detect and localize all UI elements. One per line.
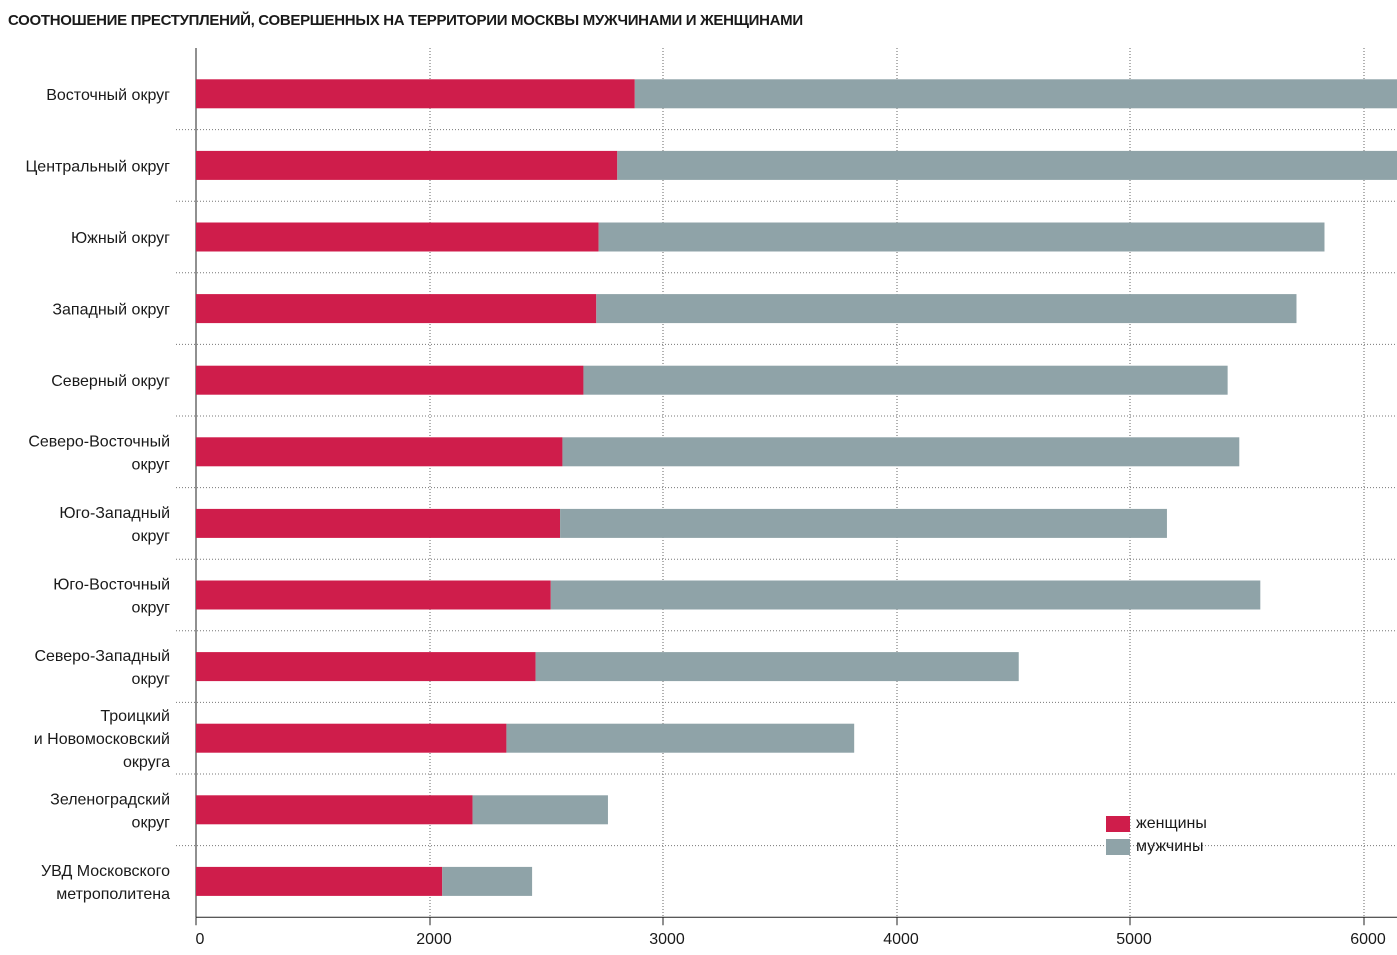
chart-title: СООТНОШЕНИЕ ПРЕСТУПЛЕНИЙ, СОВЕРШЕННЫХ НА… [8,12,803,29]
category-label: УВД Московского метрополитена [41,863,170,903]
bar-women [196,150,618,180]
label-layer: 0 2000 3000 4000 5000 6000 Восточный округ Цент… [25,87,1385,948]
bar-women [196,365,584,395]
bar-women [196,580,551,610]
bar-women [196,652,536,682]
bar-women [196,723,507,753]
x-tick-label: 4000 [883,931,919,948]
x-tick-label: 6000 [1350,931,1386,948]
category-label: Северный округ [51,373,170,390]
category-label: Юго-Западный округ [59,505,170,545]
legend-item-men: мужчины [1106,835,1207,858]
bar-men [598,222,1325,252]
category-label: Северо-Западный округ [34,648,170,688]
bar-women [196,222,599,252]
legend-item-women: женщины [1106,812,1207,835]
bar-women [196,866,443,896]
bar-men [560,508,1167,538]
bar-women [196,437,563,467]
category-label: Троицкий и Новомосковский округа [34,708,170,771]
bar-men [617,150,1397,180]
bar-men [472,795,608,825]
legend: женщины мужчины [1106,812,1207,858]
bar-men [442,866,533,896]
legend-label-women: женщины [1136,814,1207,832]
category-label: Зеленоградский округ [50,791,170,831]
bar-women [196,294,597,324]
bar-men [583,365,1228,395]
category-label: Северо-Восточный округ [28,433,170,473]
bar-women [196,795,473,825]
bar-women [196,508,561,538]
bar-layer [196,79,1397,896]
legend-label-men: мужчины [1136,837,1204,855]
category-label: Западный округ [52,302,170,319]
x-tick-label: 0 [196,931,205,948]
category-label: Южный округ [71,230,170,247]
x-tick-label: 2000 [416,931,452,948]
grid-layer [176,48,1397,926]
legend-swatch-men [1106,838,1130,855]
bar-men [634,79,1397,109]
category-label: Центральный округ [25,158,170,175]
bar-women [196,79,635,109]
x-tick-label: 3000 [649,931,685,948]
x-tick-label: 5000 [1116,931,1152,948]
category-label: Восточный округ [46,87,170,104]
bar-men [550,580,1261,610]
bar-men [506,723,855,753]
bar-men [596,294,1297,324]
bar-men [535,652,1019,682]
bar-men [562,437,1240,467]
legend-swatch-women [1106,815,1130,832]
category-label: Юго-Восточный округ [53,577,170,617]
